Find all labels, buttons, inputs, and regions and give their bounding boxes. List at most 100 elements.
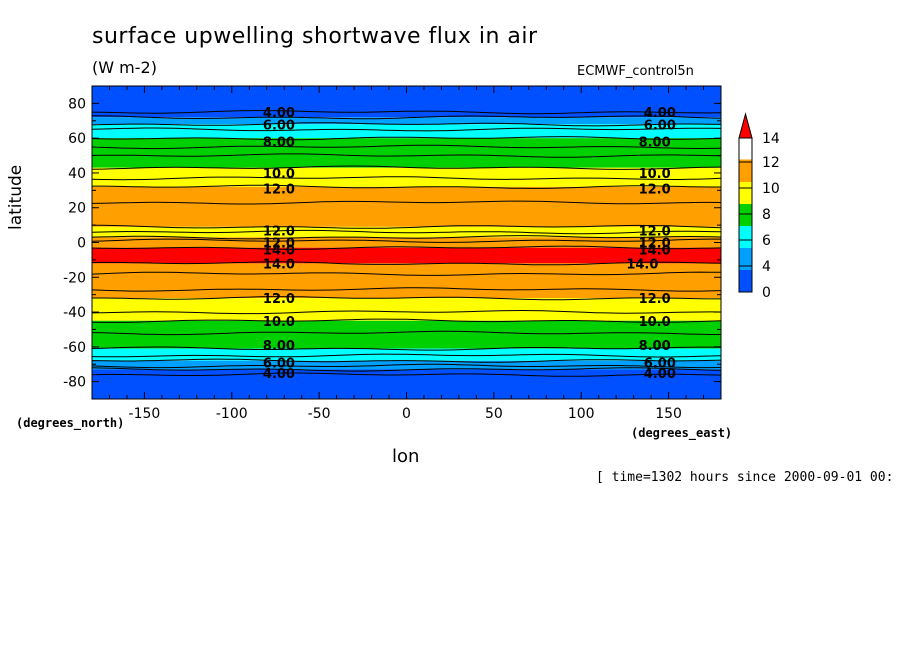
contour-label: 4.00 [263,106,295,121]
contour-label: 14.0 [639,243,671,258]
contour-label: 12.0 [639,183,671,198]
y-tick-label: -80 [63,375,86,391]
contour-label: 12.0 [639,292,671,307]
x-tick-label: 50 [485,406,503,422]
colorbar-label: 8 [762,207,771,223]
contour-band [92,263,721,299]
x-tick-label: 100 [568,406,595,422]
colorbar: 0 4 6 8 10 12 14 [738,112,780,301]
contour-line [91,109,722,115]
contour-line [91,245,722,250]
colorbar-swatch [739,203,752,226]
y-tick-label: 60 [68,131,86,147]
contour-line [91,318,722,323]
colorbar-label: 6 [762,233,771,249]
contour-line [91,353,722,358]
x-tick-label: -100 [216,406,248,422]
contour-line [91,200,722,205]
contour-line [91,363,722,369]
contour-label: 12.0 [263,292,295,307]
contour-line [91,127,722,132]
contour-line [91,115,722,120]
contour-line [91,153,722,158]
contour-band [92,117,721,125]
contour-line [91,358,722,363]
contour-band [92,226,721,238]
contour-label: 4.00 [263,367,295,382]
contour-lines [91,109,722,377]
contour-label: 12.0 [263,183,295,198]
contour-line [91,122,722,127]
contour-label: 14.0 [263,243,295,258]
contour-line [91,372,722,377]
contour-line [91,346,722,351]
y-tick-label: 0 [77,236,86,252]
colorbar-swatch [739,181,752,204]
y-tick-label: 20 [68,201,86,217]
colorbar-label: 12 [762,155,780,171]
contour-label: 12.0 [263,237,295,252]
contour-line [91,165,722,170]
contour-band [92,138,721,168]
contour-line [91,330,721,336]
contour-label: 14.0 [626,257,658,272]
contour-label: 12.0 [639,224,671,239]
y-tick-label: -40 [63,305,86,321]
filled-contour-bands [92,86,721,399]
contour-line [92,296,721,301]
colorbar-extend-arrow [738,112,753,139]
contour-label: 4.00 [644,367,676,382]
chart-title: surface upwelling shortwave flux in air [92,24,538,49]
contour-label: 10.0 [263,315,295,330]
y-tick-label: -60 [63,340,86,356]
axis-ticks: -150 -100 -50 0 50 100 150 80 60 40 20 0 -20 -40 -60 -8… [63,85,722,422]
colorbar-label: 4 [762,259,771,275]
contour-band [92,298,721,321]
colorbar-label: 14 [762,131,780,147]
contour-line [91,309,722,315]
contour-label: 8.00 [263,339,295,354]
y-tick-label: 80 [68,96,86,112]
x-axis-unit: (degrees_east) [631,426,733,440]
x-tick-label: 150 [655,406,682,422]
colorbar-swatch [739,159,752,182]
colorbar-label: 10 [762,181,780,197]
x-axis-label: lon [392,446,420,467]
colorbar-swatch [739,247,752,270]
contour-label: 8.00 [639,136,671,151]
x-tick-label: -50 [308,406,331,422]
colorbar-swatch [739,225,752,248]
contour-label: 8.00 [263,136,295,151]
dataset-label: ECMWF_control5n [577,64,694,79]
contour-label: 6.00 [644,356,676,371]
contour-label: 12.0 [263,224,295,239]
contour-line [92,184,721,189]
contour-label: 14.0 [263,257,295,272]
contour-band [92,237,721,248]
contour-label: 6.00 [263,118,295,133]
colorbar-label: 0 [762,285,771,301]
contour-line [91,261,722,266]
y-axis-unit: (degrees_north) [16,416,125,430]
colorbar-swatch [739,269,752,292]
contour-band [92,124,721,139]
contour-line [91,238,721,243]
contour-line [91,271,722,276]
contour-band [92,247,721,264]
contour-label: 10.0 [639,167,671,182]
contour-label: 4.00 [644,106,676,121]
contour-line [91,176,722,181]
time-note: [ time=1302 hours since 2000-09-01 00: [596,470,894,485]
contour-label: 10.0 [263,167,295,182]
contour-line [91,367,722,372]
contour-label: 8.00 [639,339,671,354]
contour-label: 6.00 [263,356,295,371]
contour-line [91,235,722,240]
contour-line [92,224,722,229]
y-tick-label: -20 [63,270,86,286]
contour-band [92,186,721,227]
y-tick-label: 40 [68,166,86,182]
contour-line [91,287,722,292]
chart-units: (W m-2) [92,58,157,77]
